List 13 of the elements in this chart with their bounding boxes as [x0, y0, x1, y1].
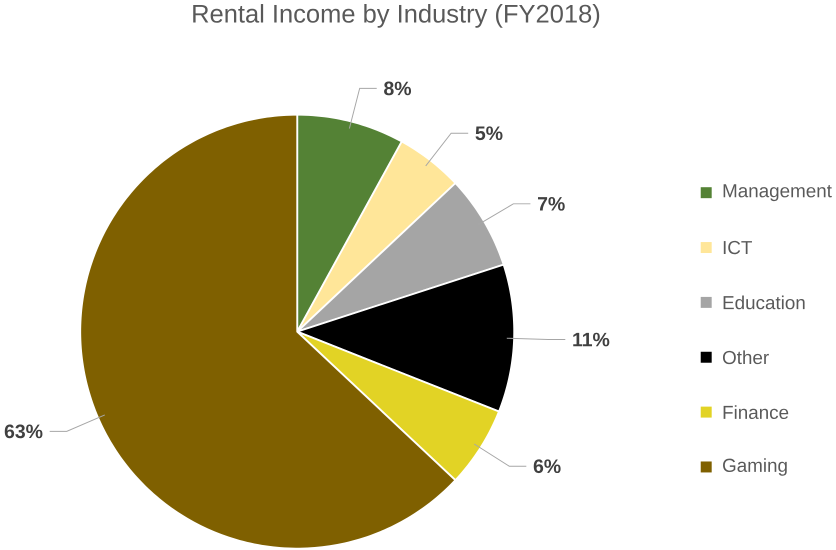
legend-label: Management [724, 184, 832, 202]
data-label: 5% [476, 126, 502, 140]
legend-label: ICT [724, 241, 752, 254]
legend-label: Finance [724, 405, 788, 420]
data-label: 8% [384, 82, 412, 96]
legend-label: Education [724, 296, 805, 310]
chart-title: Rental Income by Industry (FY2018) [193, 4, 600, 28]
data-label: 11% [573, 332, 610, 347]
data-label: 7% [538, 197, 565, 211]
legend-label: Gaming [723, 458, 787, 476]
data-label: 6% [534, 460, 561, 474]
legend-label: Other [722, 350, 769, 364]
data-label: 63% [4, 424, 42, 438]
